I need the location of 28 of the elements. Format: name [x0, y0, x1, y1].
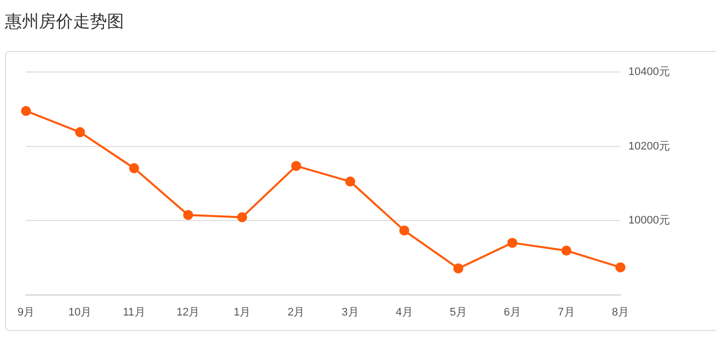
y-tick-label: 10400元 — [628, 66, 670, 78]
point — [291, 160, 302, 171]
point — [183, 210, 194, 220]
point — [453, 263, 464, 274]
point — [75, 127, 86, 138]
x-tick-label: 1月 — [234, 306, 251, 318]
chart-title: 惠州房价走势图 — [5, 11, 125, 33]
point — [561, 246, 572, 256]
x-tick-label: 3月 — [342, 306, 359, 318]
x-tick-label: 7月 — [558, 306, 575, 318]
point — [507, 238, 518, 248]
x-tick-label: 10月 — [68, 306, 92, 318]
point — [345, 176, 356, 187]
y-tick-label: 10200元 — [628, 140, 670, 152]
x-tick-label: 11月 — [122, 306, 146, 318]
x-tick-label: 2月 — [288, 306, 305, 318]
y-tick-label: 10000元 — [628, 214, 670, 227]
x-tick-label: 8月 — [612, 306, 629, 318]
x-tick-label: 4月 — [396, 306, 413, 318]
x-tick-label: 12月 — [176, 306, 200, 318]
point — [129, 163, 140, 174]
x-tick-label: 5月 — [450, 306, 467, 318]
point — [399, 226, 410, 236]
point — [21, 106, 31, 116]
x-tick-label: 6月 — [504, 306, 521, 318]
point — [237, 212, 248, 222]
point — [615, 262, 626, 272]
x-tick-label: 9月 — [17, 306, 35, 318]
